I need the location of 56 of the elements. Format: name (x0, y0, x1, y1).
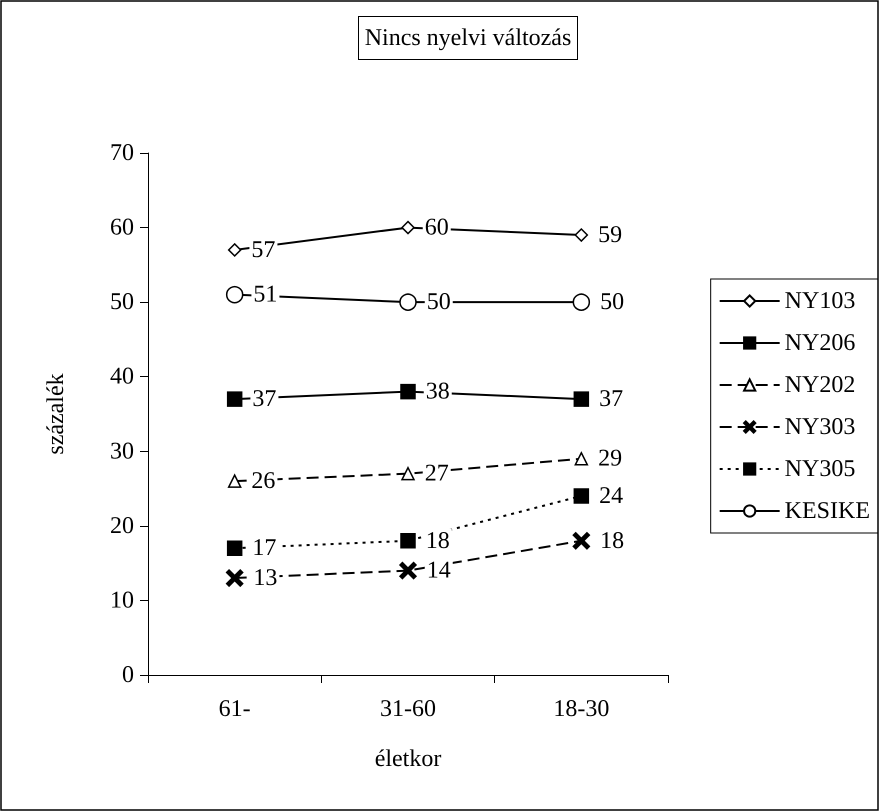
point (574, 488, 590, 504)
data-label: 50 (426, 289, 451, 316)
point (574, 452, 588, 466)
point (399, 293, 417, 311)
point (401, 466, 415, 480)
x-tick-label: 61- (218, 696, 251, 722)
point (401, 220, 415, 234)
data-label: 59 (598, 222, 622, 248)
x-axis-title: életkor (374, 746, 442, 772)
legend-label: KESIKE (784, 498, 870, 524)
point (574, 228, 588, 242)
legend-label: NY206 (784, 330, 856, 356)
y-axis-title: százalék (43, 373, 69, 455)
data-label: 50 (600, 289, 624, 316)
point (400, 533, 416, 549)
y-tick-label: 60 (110, 214, 134, 241)
point (399, 562, 417, 580)
data-label: 26 (251, 468, 276, 494)
y-tick-label: 0 (122, 662, 134, 688)
point (226, 391, 242, 407)
y-tick-label: 30 (110, 438, 134, 464)
data-label: 27 (424, 460, 449, 487)
legend-label: NY103 (784, 288, 856, 314)
y-tick-label: 20 (110, 512, 134, 539)
legend-label: NY202 (784, 372, 856, 398)
data-label: 37 (252, 386, 276, 412)
point (228, 243, 242, 257)
data-label: 17 (252, 535, 276, 562)
y-tick-label: 10 (110, 587, 134, 614)
data-label: 29 (598, 446, 622, 472)
y-tick-label: 50 (110, 289, 134, 316)
data-label: 38 (426, 378, 450, 405)
point (574, 391, 590, 407)
data-label: 24 (599, 483, 624, 510)
point (226, 286, 244, 304)
data-label: 57 (251, 236, 276, 263)
x-tick-label: 18-30 (553, 696, 610, 722)
data-label: 14 (426, 558, 451, 584)
y-tick-label: 70 (110, 140, 134, 166)
legend-label: NY305 (784, 456, 856, 482)
data-label: 60 (424, 214, 449, 241)
y-tick-label: 40 (110, 364, 134, 390)
data-label: 51 (253, 282, 278, 308)
point (572, 532, 590, 550)
data-label: 18 (600, 528, 624, 554)
point (226, 540, 242, 556)
point (572, 293, 590, 311)
x-tick-label: 31-60 (380, 696, 436, 722)
chart-title: Nincs nyelvi változás (364, 25, 572, 51)
data-label: 13 (253, 565, 278, 592)
point (400, 384, 416, 400)
data-label: 37 (599, 386, 624, 412)
legend-label: NY303 (784, 414, 856, 440)
data-label: 18 (426, 528, 450, 554)
point (228, 474, 242, 488)
point (226, 569, 244, 587)
